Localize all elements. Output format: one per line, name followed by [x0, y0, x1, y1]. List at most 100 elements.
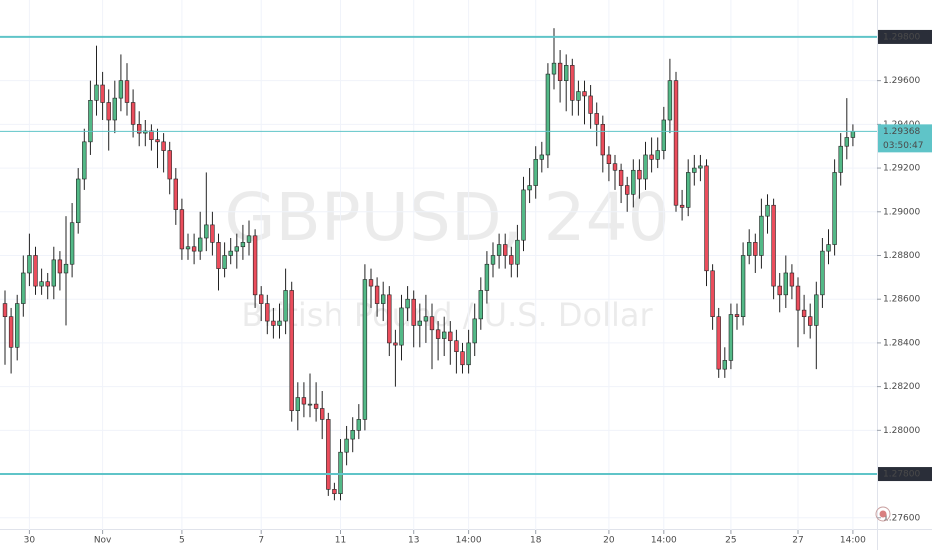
candle-body [759, 215, 764, 256]
candle-body [307, 403, 313, 406]
candle-body [204, 224, 209, 239]
candle-body [222, 255, 227, 269]
grid [0, 0, 877, 530]
candle-body [557, 62, 563, 81]
candle-body [246, 235, 252, 243]
candle-body [484, 263, 490, 291]
y-tick-label: 1.29200 [883, 164, 920, 174]
candle-body [838, 145, 843, 173]
candle-body [265, 303, 270, 322]
candle-body [112, 97, 117, 121]
candle-body [130, 102, 136, 125]
candle-body [795, 285, 801, 311]
candle-body [45, 281, 50, 287]
candle-body [521, 189, 526, 241]
candle-body [228, 250, 233, 256]
candle-body [789, 272, 795, 287]
candle-body [527, 185, 532, 191]
candle-body [460, 351, 465, 366]
candle-body [606, 154, 612, 164]
candle-body [63, 263, 69, 274]
candle-body [82, 141, 87, 180]
candle-body [405, 298, 410, 309]
candle-body [33, 255, 38, 287]
last-price-bg [878, 124, 932, 153]
candle-body [570, 65, 575, 101]
candle-body [320, 408, 325, 420]
candle-body [393, 342, 398, 346]
candle-body [478, 290, 483, 320]
candle-body [51, 259, 56, 287]
candle-body [564, 65, 569, 81]
candle-body [771, 204, 776, 287]
y-tick-label: 1.29000 [883, 207, 920, 217]
candle-body [88, 100, 93, 143]
candle-body [338, 451, 343, 495]
candle-body [612, 163, 618, 171]
candle-body [326, 419, 331, 490]
candle-body [722, 360, 727, 370]
candle-body [740, 255, 746, 317]
watermark-description: British Pound / U.S. Dollar [241, 296, 653, 334]
candle-body [850, 131, 856, 138]
candle-body [155, 139, 160, 143]
candle-body [2, 303, 8, 317]
candle-body [259, 294, 264, 304]
candle-body [374, 285, 380, 304]
candle-body [271, 320, 276, 326]
candle-body [509, 255, 514, 265]
candle-body [551, 62, 557, 75]
x-tick-label: 20 [603, 536, 615, 546]
price-label-bg [878, 467, 932, 482]
candle-body [496, 244, 502, 256]
candle-body [313, 403, 319, 409]
candle-body [808, 316, 813, 326]
candle-body [124, 80, 130, 103]
candle-body [490, 255, 496, 265]
candle-body [106, 102, 111, 121]
candle-body [39, 281, 44, 287]
countdown: 03:50:47 [883, 141, 923, 151]
candle-body [283, 290, 288, 322]
candle-body [185, 246, 191, 250]
candle-body [137, 124, 142, 134]
watermark-symbol: GBPUSD, 240 [224, 179, 669, 256]
x-tick-label: 11 [335, 536, 346, 546]
candle-body [387, 294, 392, 344]
candle-body [844, 137, 849, 147]
candle-body [545, 73, 551, 156]
candle-body [698, 165, 703, 169]
candle-body [210, 224, 215, 243]
candle-body [734, 314, 740, 317]
candle-body [381, 294, 386, 304]
candle-body [442, 331, 447, 339]
candle-body [27, 255, 32, 274]
candle-body [76, 178, 81, 224]
candle-body [466, 342, 471, 366]
x-tick-label: 14:00 [456, 536, 482, 546]
candle-body [826, 244, 831, 252]
candle-body [673, 80, 679, 206]
candle-body [594, 113, 599, 125]
candle-body [454, 340, 459, 352]
candle-body [704, 165, 709, 272]
last-price-label: 1.29368 [883, 127, 920, 137]
candle-body [289, 290, 294, 411]
x-tick-label: 25 [725, 536, 736, 546]
y-tick-label: 1.28600 [883, 295, 920, 305]
candle-body [301, 397, 307, 405]
x-tick-label: 13 [408, 536, 419, 546]
x-tick-label: 5 [179, 536, 185, 546]
logo-dot [879, 510, 887, 518]
candle-body [179, 209, 185, 250]
y-tick-label: 1.29600 [883, 76, 920, 86]
candle-body [161, 141, 166, 151]
candle-body [667, 80, 673, 121]
x-tick-label: 30 [24, 536, 36, 546]
candle-body [503, 244, 508, 256]
candle-body [533, 159, 538, 186]
candle-body [655, 150, 660, 160]
